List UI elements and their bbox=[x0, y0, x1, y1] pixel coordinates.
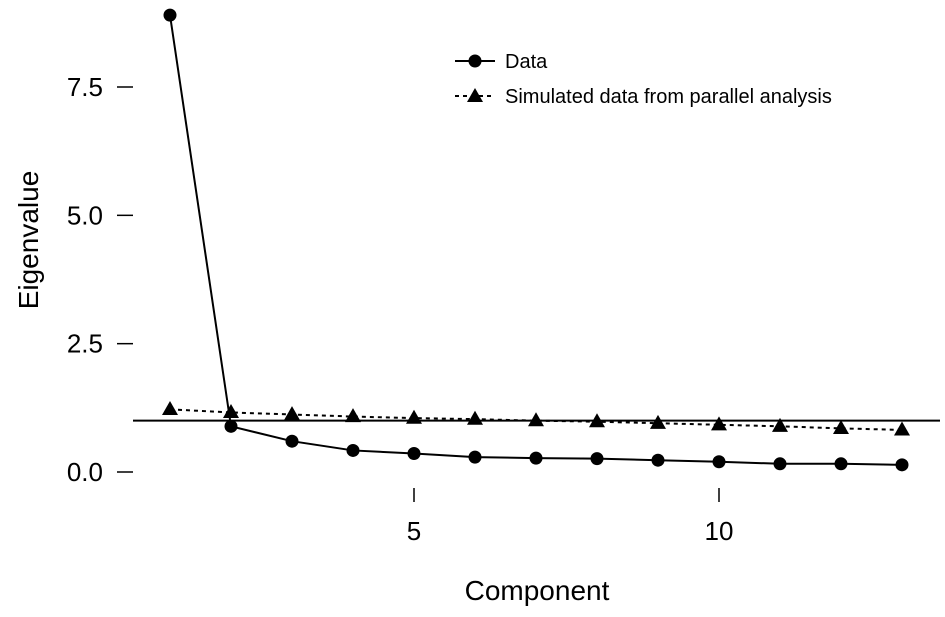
data-point bbox=[589, 413, 605, 428]
data-point bbox=[284, 406, 300, 421]
data-point bbox=[345, 408, 361, 423]
y-axis: 0.0 2.5 5.0 7.5 bbox=[67, 72, 133, 487]
x-tick-label: 5 bbox=[407, 516, 421, 546]
data-point bbox=[467, 410, 483, 425]
data-point bbox=[711, 416, 727, 431]
data-point bbox=[468, 450, 482, 464]
y-tick-label: 7.5 bbox=[67, 72, 103, 102]
data-point bbox=[590, 452, 604, 466]
data-point bbox=[895, 458, 909, 472]
y-tick-label: 2.5 bbox=[67, 329, 103, 359]
series-data bbox=[163, 8, 909, 472]
data-point bbox=[285, 434, 299, 448]
x-axis: 5 10 bbox=[407, 488, 734, 546]
x-axis-label: Component bbox=[465, 575, 610, 606]
data-point bbox=[406, 409, 422, 424]
y-axis-label: Eigenvalue bbox=[13, 171, 44, 310]
data-point bbox=[529, 451, 543, 465]
legend-label: Simulated data from parallel analysis bbox=[505, 86, 832, 108]
legend: Data Simulated data from parallel analysi… bbox=[455, 51, 832, 108]
data-point bbox=[834, 457, 848, 471]
legend-marker bbox=[468, 54, 482, 68]
data-point bbox=[163, 8, 177, 22]
series-simulated bbox=[162, 400, 910, 436]
series-layer bbox=[162, 8, 910, 472]
data-point bbox=[712, 455, 726, 469]
data-point bbox=[162, 400, 178, 415]
data-point bbox=[224, 419, 238, 433]
legend-label: Data bbox=[505, 51, 548, 73]
data-point bbox=[773, 457, 787, 471]
data-point bbox=[651, 453, 665, 467]
series-line bbox=[169, 14, 903, 466]
x-tick-label: 10 bbox=[705, 516, 734, 546]
data-point bbox=[407, 447, 421, 461]
data-point bbox=[346, 443, 360, 457]
y-tick-label: 5.0 bbox=[67, 200, 103, 230]
data-point bbox=[528, 412, 544, 427]
data-point bbox=[894, 421, 910, 436]
data-point bbox=[650, 414, 666, 429]
legend-marker bbox=[467, 88, 483, 102]
data-point bbox=[772, 417, 788, 432]
y-tick-label: 0.0 bbox=[67, 457, 103, 487]
data-point bbox=[833, 419, 849, 434]
data-point bbox=[223, 404, 239, 419]
